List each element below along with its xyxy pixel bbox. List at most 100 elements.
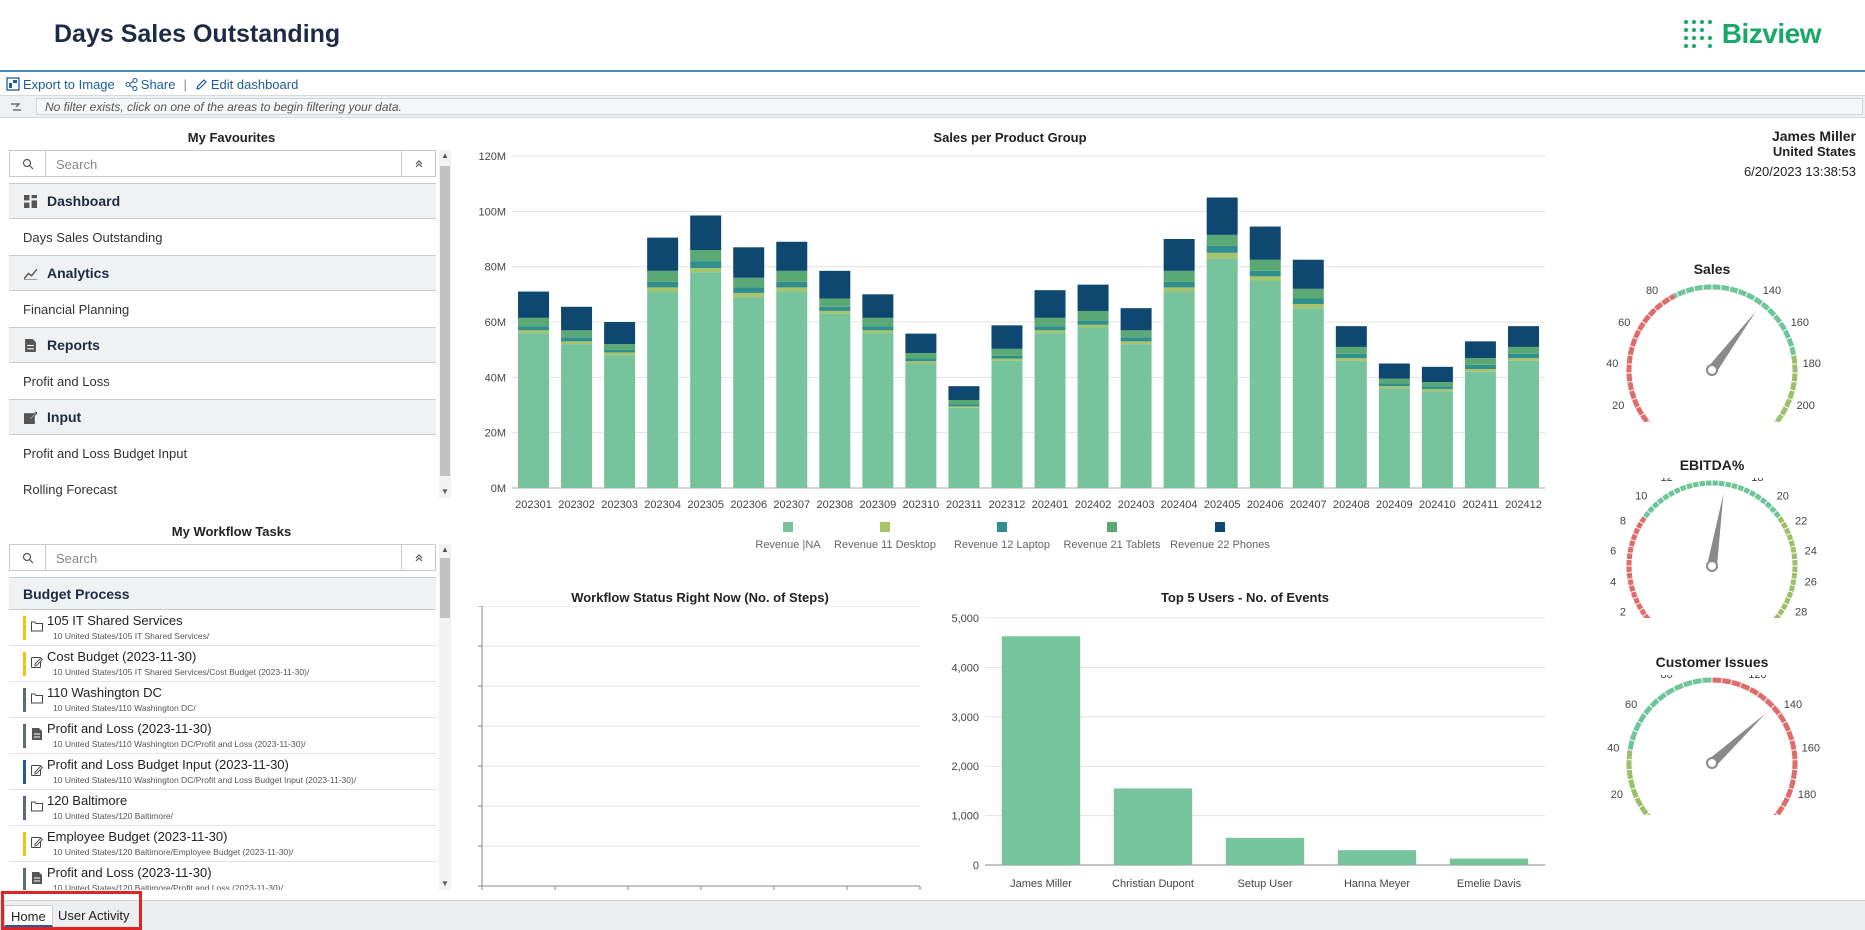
bar-segment-revenue-na[interactable] <box>1421 391 1453 488</box>
bar-segment-revenue-na[interactable] <box>690 272 722 488</box>
bar-segment-revenue-22-phones[interactable] <box>948 386 980 401</box>
bar-segment-revenue-na[interactable] <box>604 355 636 488</box>
favourite-item[interactable]: Rolling Forecast <box>9 471 436 498</box>
bar-segment-revenue-11-desktop[interactable] <box>1034 330 1066 334</box>
bar-segment-revenue-22-phones[interactable] <box>1507 326 1539 347</box>
scroll-up-arrow-icon[interactable]: ▲ <box>441 545 449 554</box>
bar-segment-revenue-22-phones[interactable] <box>1249 226 1281 260</box>
tab-home[interactable]: Home <box>4 905 53 927</box>
bar-segment-revenue-22-phones[interactable] <box>1163 239 1195 271</box>
bar-segment-revenue-12-laptop[interactable] <box>1378 383 1410 387</box>
bar-segment-revenue-21-tablets[interactable] <box>1163 270 1195 282</box>
bar-segment-revenue-21-tablets[interactable] <box>862 317 894 327</box>
bar-segment-revenue-21-tablets[interactable] <box>1034 317 1066 327</box>
bar-segment-revenue-11-desktop[interactable] <box>561 341 593 345</box>
legend-label[interactable]: Revenue |NA <box>755 539 821 551</box>
bar-segment-revenue-21-tablets[interactable] <box>1249 259 1281 271</box>
workflow-task-row[interactable]: Cost Budget (2023-11-30) 10 United States… <box>9 646 436 682</box>
bar-segment-revenue-21-tablets[interactable] <box>518 317 550 327</box>
bar-segment-revenue-na[interactable] <box>1034 333 1066 488</box>
workflow-task-row[interactable]: Profit and Loss Budget Input (2023-11-30… <box>9 754 436 790</box>
bar-segment-revenue-11-desktop[interactable] <box>518 330 550 334</box>
bar-segment-revenue-12-laptop[interactable] <box>1120 337 1152 342</box>
legend-swatch[interactable] <box>997 522 1007 532</box>
bar-segment-revenue-12-laptop[interactable] <box>1507 353 1539 358</box>
bar-segment-revenue-12-laptop[interactable] <box>1335 353 1367 358</box>
workflow-scrollbar[interactable]: ▲ ▼ <box>439 544 451 890</box>
bar-segment-revenue-12-laptop[interactable] <box>733 287 765 293</box>
scroll-down-arrow-icon[interactable]: ▼ <box>441 879 449 888</box>
scroll-down-arrow-icon[interactable]: ▼ <box>441 487 449 496</box>
bar-segment-revenue-12-laptop[interactable] <box>1292 298 1324 305</box>
top-5-users-chart[interactable]: 0 1,000 2,000 3,000 4,000 5,000 James Miller Ch… <box>935 606 1555 896</box>
scroll-up-arrow-icon[interactable]: ▲ <box>441 151 449 160</box>
bar-segment-revenue-11-desktop[interactable] <box>948 406 980 408</box>
bar-segment-revenue-na[interactable] <box>1292 308 1324 488</box>
bar-segment-revenue-22-phones[interactable] <box>604 322 636 345</box>
bar-segment-revenue-21-tablets[interactable] <box>948 400 980 405</box>
bar-segment-revenue-11-desktop[interactable] <box>1378 386 1410 389</box>
bar-segment-revenue-21-tablets[interactable] <box>1378 378 1410 384</box>
bar-segment-revenue-11-desktop[interactable] <box>733 292 765 298</box>
bar-segment-revenue-21-tablets[interactable] <box>819 298 851 307</box>
collapse-chevron-icon[interactable] <box>401 545 435 570</box>
favourites-scroll-thumb[interactable] <box>440 166 450 476</box>
favourite-item[interactable]: Days Sales Outstanding <box>9 219 436 255</box>
favourites-scrollbar[interactable]: ▲ ▼ <box>439 150 451 498</box>
favourites-search-input[interactable]: Search <box>56 157 98 172</box>
legend-swatch[interactable] <box>783 522 793 532</box>
bar-segment-revenue-22-phones[interactable] <box>1335 326 1367 347</box>
bar-segment-revenue-12-laptop[interactable] <box>991 355 1023 359</box>
favourite-item[interactable]: Profit and Loss Budget Input <box>9 435 436 471</box>
export-to-image-button[interactable]: Export to Image <box>6 77 115 92</box>
user-events-bar[interactable] <box>1225 837 1305 865</box>
bar-segment-revenue-22-phones[interactable] <box>776 241 808 271</box>
bar-segment-revenue-12-laptop[interactable] <box>561 337 593 342</box>
workflow-task-row[interactable]: 105 IT Shared Services 10 United States/1… <box>9 610 436 646</box>
bar-segment-revenue-na[interactable] <box>1249 280 1281 489</box>
bar-segment-revenue-12-laptop[interactable] <box>690 261 722 269</box>
bar-segment-revenue-22-phones[interactable] <box>1120 308 1152 331</box>
workflow-scroll-thumb[interactable] <box>440 558 450 618</box>
bar-segment-revenue-11-desktop[interactable] <box>1464 369 1496 372</box>
bar-segment-revenue-21-tablets[interactable] <box>647 270 679 282</box>
bar-segment-revenue-21-tablets[interactable] <box>733 277 765 288</box>
bar-segment-revenue-12-laptop[interactable] <box>1464 364 1496 370</box>
user-events-bar[interactable] <box>1113 788 1193 865</box>
bar-segment-revenue-12-laptop[interactable] <box>1034 326 1066 331</box>
bar-segment-revenue-12-laptop[interactable] <box>1163 281 1195 288</box>
bar-segment-revenue-21-tablets[interactable] <box>1077 310 1109 321</box>
filter-message[interactable]: No filter exists, click on one of the ar… <box>36 98 1863 115</box>
workflow-status-chart[interactable] <box>470 606 930 890</box>
bar-segment-revenue-12-laptop[interactable] <box>1249 270 1281 277</box>
bar-segment-revenue-na[interactable] <box>1163 291 1195 488</box>
bar-segment-revenue-21-tablets[interactable] <box>1292 288 1324 299</box>
bar-segment-revenue-11-desktop[interactable] <box>1077 324 1109 328</box>
bar-segment-revenue-12-laptop[interactable] <box>776 281 808 288</box>
bar-segment-revenue-22-phones[interactable] <box>905 333 937 353</box>
bar-segment-revenue-12-laptop[interactable] <box>518 326 550 331</box>
workflow-task-row[interactable]: Employee Budget (2023-11-30) 10 United St… <box>9 826 436 862</box>
bar-segment-revenue-22-phones[interactable] <box>1034 290 1066 318</box>
bar-segment-revenue-na[interactable] <box>948 407 980 488</box>
bar-segment-revenue-21-tablets[interactable] <box>1421 382 1453 387</box>
bar-segment-revenue-22-phones[interactable] <box>1464 341 1496 358</box>
bar-segment-revenue-22-phones[interactable] <box>518 291 550 318</box>
bar-segment-revenue-na[interactable] <box>1077 327 1109 488</box>
bar-segment-revenue-22-phones[interactable] <box>1421 366 1453 383</box>
share-button[interactable]: Share <box>125 77 175 92</box>
bar-segment-revenue-22-phones[interactable] <box>561 306 593 331</box>
bar-segment-revenue-12-laptop[interactable] <box>819 306 851 311</box>
tab-user-activity[interactable]: User Activity <box>58 908 130 923</box>
bar-segment-revenue-22-phones[interactable] <box>1292 259 1324 289</box>
bar-segment-revenue-21-tablets[interactable] <box>1120 330 1152 338</box>
bar-segment-revenue-11-desktop[interactable] <box>991 358 1023 361</box>
bar-segment-revenue-12-laptop[interactable] <box>905 358 937 362</box>
bar-segment-revenue-21-tablets[interactable] <box>604 344 636 350</box>
bar-segment-revenue-21-tablets[interactable] <box>690 250 722 262</box>
favourites-group-input[interactable]: Input <box>9 399 436 435</box>
bar-segment-revenue-na[interactable] <box>905 363 937 489</box>
bar-segment-revenue-22-phones[interactable] <box>819 270 851 299</box>
workflow-search-input[interactable]: Search <box>56 551 98 566</box>
bar-segment-revenue-na[interactable] <box>518 333 550 488</box>
